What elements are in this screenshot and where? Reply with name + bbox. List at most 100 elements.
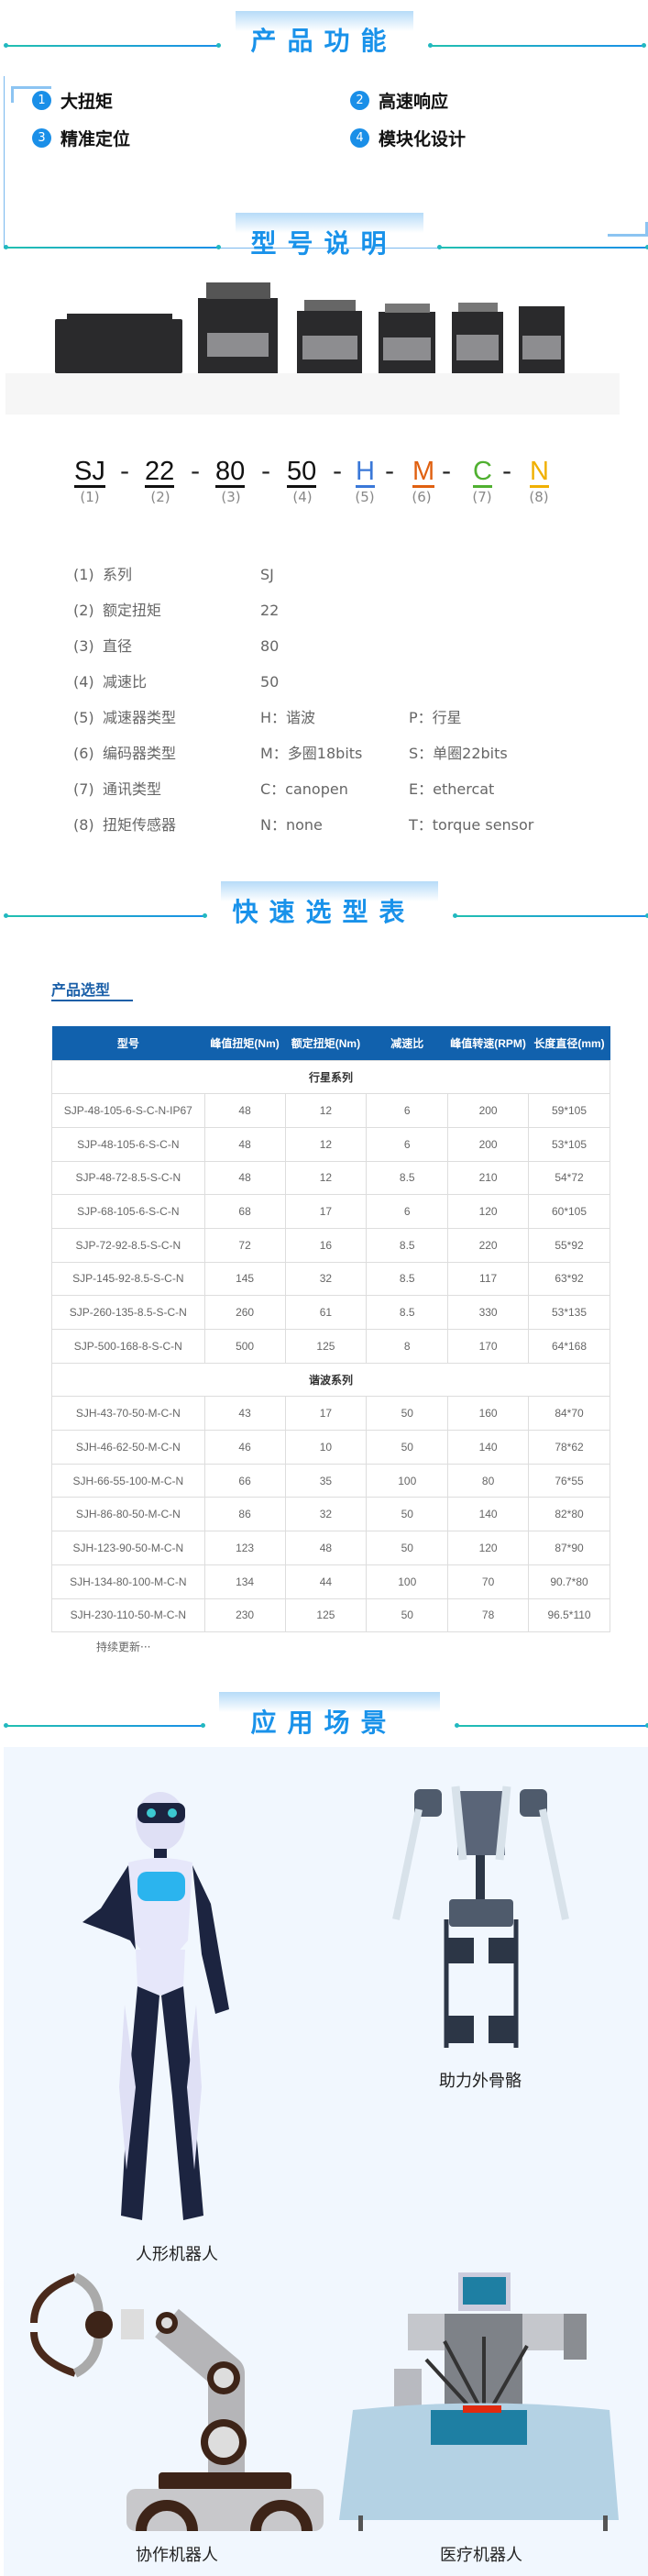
spec-index: (2) [73, 602, 94, 619]
table-cell: 68 [203, 1194, 286, 1229]
application-label: 人形机器人 [136, 2245, 218, 2264]
table-cell: 17 [284, 1194, 368, 1229]
table-row: SJP-72-92-8.5-S-C-N 72 16 8.5 220 55*92 [51, 1227, 610, 1263]
table-cell: SJP-48-105-6-S-C-N [51, 1126, 205, 1162]
table-cell: 6 [366, 1093, 449, 1128]
table-cell: 8.5 [366, 1261, 449, 1297]
selection-table: 型号 峰值扭矩(Nm) 额定扭矩(Nm) 减速比 峰值转速(RPM) 长度直径(mm) 行… [51, 1026, 610, 1633]
code-segment-index: (4) [292, 489, 313, 505]
spec-opt2: S：单圈22bits [409, 745, 508, 762]
table-footnote: 持续更新··· [96, 1641, 151, 1653]
table-row: SJP-48-105-6-S-C-N-IP67 48 12 6 200 59*105 [51, 1093, 610, 1128]
spec-name: 编码器类型 [103, 745, 177, 762]
table-cell: 48 [203, 1160, 286, 1196]
selection-subtitle: 产品选型 [51, 981, 111, 999]
code-segment: M [412, 457, 435, 488]
code-segment: 80 [215, 457, 246, 488]
table-cell: 50 [366, 1430, 449, 1465]
code-segment: H [356, 457, 375, 488]
table-row: SJH-43-70-50-M-C-N 43 17 50 160 84*70 [51, 1396, 610, 1432]
table-cell: 120 [447, 1531, 530, 1565]
number-badge: 4 [350, 128, 369, 148]
table-cell: 84*70 [528, 1396, 610, 1432]
table-row: SJP-260-135-8.5-S-C-N 260 61 8.5 330 53*135 [51, 1295, 610, 1330]
table-row: SJH-123-90-50-M-C-N 123 48 50 120 87*90 [51, 1531, 610, 1565]
spec-opt1: 50 [260, 673, 280, 691]
table-cell: SJP-260-135-8.5-S-C-N [51, 1295, 205, 1330]
code-segment-index: (5) [355, 489, 375, 505]
code-segment-index: (7) [472, 489, 492, 505]
spec-opt1: 80 [260, 637, 280, 655]
table-cell: 330 [447, 1295, 530, 1330]
section-title-applications: 应用场景 [250, 1708, 398, 1738]
table-row: SJH-66-55-100-M-C-N 66 35 100 80 76*55 [51, 1463, 610, 1498]
table-cell: SJH-86-80-50-M-C-N [51, 1497, 205, 1532]
code-segment-index: (6) [412, 489, 432, 505]
table-cell: SJP-68-105-6-S-C-N [51, 1194, 205, 1229]
code-separator: - [261, 456, 271, 486]
table-cell: 170 [447, 1329, 530, 1364]
table-cell: 6 [366, 1126, 449, 1162]
table-cell: 78 [447, 1598, 530, 1633]
group-row: 行星系列 [51, 1059, 610, 1095]
table-cell: 87*90 [528, 1531, 610, 1565]
table-row: SJP-48-72-8.5-S-C-N 48 12 8.5 210 54*72 [51, 1160, 610, 1196]
group-name: 谐波系列 [51, 1362, 610, 1398]
table-cell: 48 [203, 1126, 286, 1162]
feature-item: 4 模块化设计 [350, 126, 466, 150]
table-cell: SJP-48-105-6-S-C-N-IP67 [51, 1093, 205, 1128]
feature-label: 精准定位 [60, 129, 131, 149]
table-cell: SJP-145-92-8.5-S-C-N [51, 1261, 205, 1297]
table-cell: SJH-46-62-50-M-C-N [51, 1430, 205, 1465]
code-separator: - [120, 456, 130, 486]
code-segment: 22 [145, 457, 175, 488]
spec-name: 直径 [103, 637, 133, 655]
table-cell: 145 [203, 1261, 286, 1297]
table-cell: 200 [447, 1126, 530, 1162]
table-header-row: 型号 峰值扭矩(Nm) 额定扭矩(Nm) 减速比 峰值转速(RPM) 长度直径(mm) [51, 1026, 610, 1060]
table-cell: SJH-230-110-50-M-C-N [51, 1598, 205, 1633]
table-cell: 117 [447, 1261, 530, 1297]
section-title-selection: 快速选型表 [232, 897, 416, 927]
features-panel [4, 76, 648, 249]
divider-right [453, 913, 648, 918]
feature-item: 1 大扭矩 [32, 88, 113, 113]
table-cell: 120 [447, 1194, 530, 1229]
table-cell: 90.7*80 [528, 1564, 610, 1599]
feature-label: 高速响应 [379, 92, 449, 112]
spec-opt2: P：行星 [409, 709, 462, 726]
table-cell: 16 [284, 1227, 368, 1263]
code-segment: C [473, 457, 492, 488]
table-cell: 8.5 [366, 1160, 449, 1196]
table-row: SJH-86-80-50-M-C-N 86 32 50 140 82*80 [51, 1497, 610, 1532]
divider-right [428, 43, 646, 48]
table-cell: 12 [284, 1126, 368, 1162]
table-row: SJP-48-105-6-S-C-N 48 12 6 200 53*105 [51, 1126, 610, 1162]
table-cell: 8.5 [366, 1295, 449, 1330]
feature-label: 模块化设计 [379, 129, 467, 149]
table-cell: 6 [366, 1194, 449, 1229]
code-separator: - [191, 456, 201, 486]
code-segment-text: 22 [145, 457, 175, 488]
table-cell: 59*105 [528, 1093, 610, 1128]
table-cell: 80 [447, 1463, 530, 1498]
table-cell: 220 [447, 1227, 530, 1263]
table-cell: 17 [284, 1396, 368, 1432]
spec-index: (8) [73, 816, 94, 834]
spec-row: (2) 额定扭矩 22 [73, 600, 623, 622]
table-cell: 35 [284, 1463, 368, 1498]
table-cell: 8 [366, 1329, 449, 1364]
table-cell: 100 [366, 1463, 449, 1498]
table-row: SJH-230-110-50-M-C-N 230 125 50 78 96.5*110 [51, 1598, 610, 1633]
section-title-features: 产品功能 [250, 26, 398, 56]
table-cell: 140 [447, 1430, 530, 1465]
table-cell: SJH-43-70-50-M-C-N [51, 1396, 205, 1432]
feature-label: 大扭矩 [60, 92, 114, 112]
surgical-robot-illustration [339, 2272, 619, 2531]
application-label: 助力外骨骼 [439, 2072, 522, 2091]
table-cell: 230 [203, 1598, 286, 1633]
corner-decoration [608, 222, 648, 237]
robot-arm-illustration [30, 2272, 324, 2531]
feature-item: 3 精准定位 [32, 126, 130, 150]
spec-row: (4) 减速比 50 [73, 671, 623, 693]
